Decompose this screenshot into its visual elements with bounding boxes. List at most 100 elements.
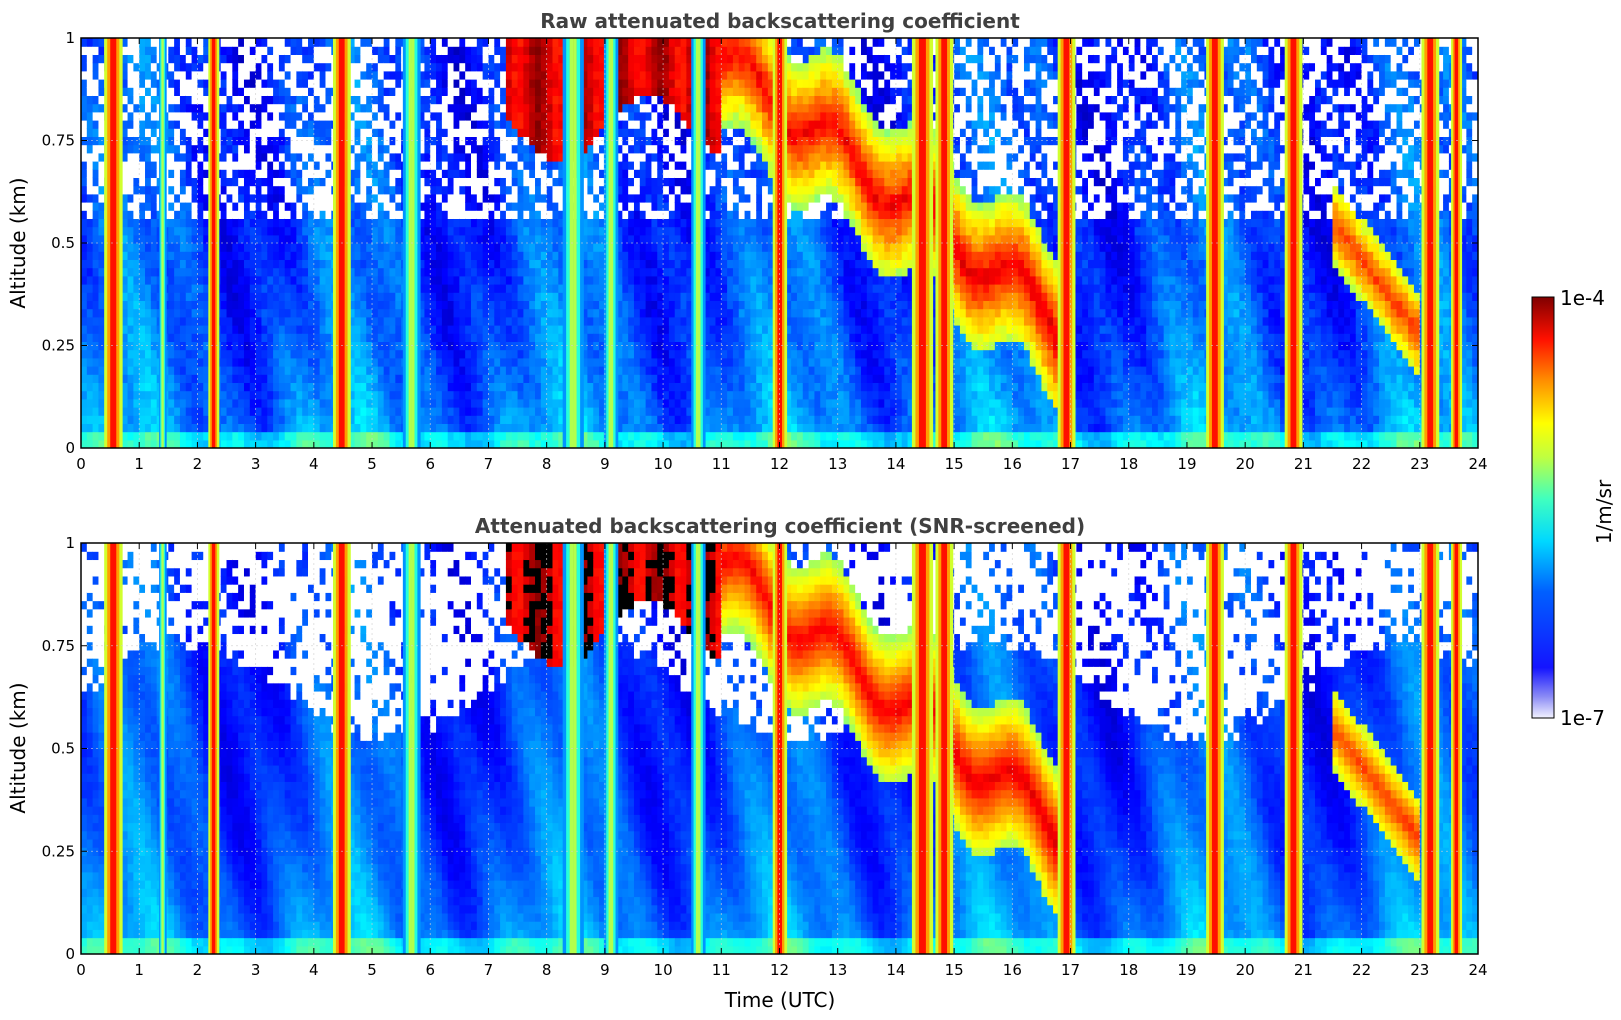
heatmap-cell bbox=[383, 357, 391, 367]
heatmap-cell bbox=[179, 185, 187, 195]
heatmap-cell bbox=[121, 275, 129, 285]
heatmap-cell bbox=[296, 210, 303, 219]
heatmap-cell bbox=[500, 234, 507, 244]
heatmap-cell bbox=[133, 185, 140, 195]
heatmap-cell bbox=[657, 284, 664, 293]
heatmap-cell bbox=[127, 390, 134, 400]
heatmap-cell bbox=[81, 46, 88, 55]
heatmap-cell bbox=[482, 218, 490, 228]
heatmap-cell bbox=[319, 70, 327, 80]
heatmap-cell bbox=[529, 439, 536, 448]
heatmap-cell bbox=[436, 193, 443, 203]
heatmap-cell bbox=[389, 46, 396, 55]
heatmap-cell bbox=[389, 185, 396, 195]
heatmap-cell bbox=[558, 161, 565, 170]
heatmap-cell bbox=[319, 120, 327, 129]
heatmap-cell bbox=[325, 308, 332, 318]
heatmap-cell bbox=[645, 390, 653, 400]
heatmap-cell bbox=[319, 407, 327, 416]
heatmap-cell bbox=[179, 54, 187, 64]
heatmap-cell bbox=[179, 251, 187, 260]
heatmap-cell bbox=[133, 62, 140, 72]
heatmap-cell bbox=[139, 292, 146, 301]
heatmap-cell bbox=[517, 210, 524, 219]
heatmap-cell bbox=[150, 62, 158, 72]
heatmap-cell bbox=[179, 87, 187, 96]
heatmap-cell bbox=[360, 316, 367, 326]
heatmap-cell bbox=[657, 103, 664, 113]
heatmap-cell bbox=[366, 152, 373, 162]
heatmap-cell bbox=[651, 398, 658, 408]
heatmap-cell bbox=[633, 275, 641, 285]
heatmap-cell bbox=[133, 423, 140, 433]
heatmap-cell bbox=[535, 152, 542, 162]
heatmap-cell bbox=[465, 111, 472, 121]
heatmap-cell bbox=[471, 161, 478, 170]
heatmap-cell bbox=[377, 111, 385, 121]
heatmap-cell bbox=[517, 161, 524, 170]
heatmap-cell bbox=[232, 423, 239, 433]
heatmap-cell bbox=[511, 382, 519, 392]
heatmap-cell bbox=[488, 316, 495, 326]
heatmap-cell bbox=[86, 226, 94, 236]
heatmap-cell bbox=[552, 136, 559, 146]
heatmap-cell bbox=[81, 152, 88, 162]
heatmap-cell bbox=[313, 366, 321, 375]
heatmap-cell bbox=[540, 62, 548, 72]
heatmap-cell bbox=[511, 218, 519, 228]
heatmap-cell bbox=[145, 54, 152, 64]
heatmap-cell bbox=[267, 243, 274, 252]
heatmap-cell bbox=[238, 431, 245, 441]
heatmap-cell bbox=[430, 308, 437, 318]
heatmap-cell bbox=[150, 333, 158, 342]
heatmap-cell bbox=[81, 62, 88, 72]
heatmap-cell bbox=[639, 120, 647, 129]
heatmap-cell bbox=[249, 226, 257, 236]
heatmap-cell bbox=[657, 120, 664, 129]
heatmap-cell bbox=[284, 128, 292, 137]
heatmap-cell bbox=[81, 70, 88, 80]
heatmap-cell bbox=[441, 431, 449, 441]
heatmap-cell bbox=[418, 407, 426, 416]
heatmap-cell bbox=[552, 152, 559, 162]
heatmap-cell bbox=[465, 275, 472, 285]
heatmap-cell bbox=[616, 202, 623, 211]
heatmap-cell bbox=[168, 415, 175, 424]
heatmap-cell bbox=[86, 54, 94, 64]
heatmap-cell bbox=[232, 275, 239, 285]
heatmap-cell bbox=[139, 144, 146, 154]
heatmap-cell bbox=[255, 316, 263, 326]
heatmap-cell bbox=[651, 218, 658, 228]
heatmap-cell bbox=[249, 128, 257, 137]
heatmap-cell bbox=[296, 185, 303, 195]
heatmap-cell bbox=[494, 349, 501, 359]
heatmap-cell bbox=[243, 284, 251, 293]
heatmap-cell bbox=[185, 333, 193, 342]
heatmap-cell bbox=[278, 234, 286, 244]
heatmap-cell bbox=[150, 46, 158, 55]
heatmap-cell bbox=[319, 202, 327, 211]
heatmap-cell bbox=[383, 218, 391, 228]
heatmap-cell bbox=[447, 243, 455, 252]
heatmap-cell bbox=[267, 46, 274, 55]
heatmap-cell bbox=[488, 62, 495, 72]
heatmap-cell bbox=[453, 120, 460, 129]
heatmap-cell bbox=[185, 439, 193, 448]
heatmap-cell bbox=[453, 390, 460, 400]
heatmap-cell bbox=[145, 46, 152, 55]
heatmap-cell bbox=[459, 366, 466, 375]
heatmap-cell bbox=[465, 95, 472, 105]
heatmap-cell bbox=[523, 95, 530, 105]
heatmap-cell bbox=[249, 366, 257, 375]
heatmap-cell bbox=[203, 169, 210, 178]
heatmap-cell bbox=[540, 398, 548, 408]
heatmap-cell bbox=[296, 70, 303, 80]
heatmap-cell bbox=[145, 38, 152, 47]
heatmap-cell bbox=[593, 95, 600, 105]
heatmap-cell bbox=[657, 177, 664, 187]
heatmap-cell bbox=[651, 341, 658, 351]
heatmap-cell bbox=[278, 120, 286, 129]
heatmap-cell bbox=[633, 79, 641, 88]
heatmap-cell bbox=[645, 70, 653, 80]
heatmap-cell bbox=[488, 218, 495, 228]
